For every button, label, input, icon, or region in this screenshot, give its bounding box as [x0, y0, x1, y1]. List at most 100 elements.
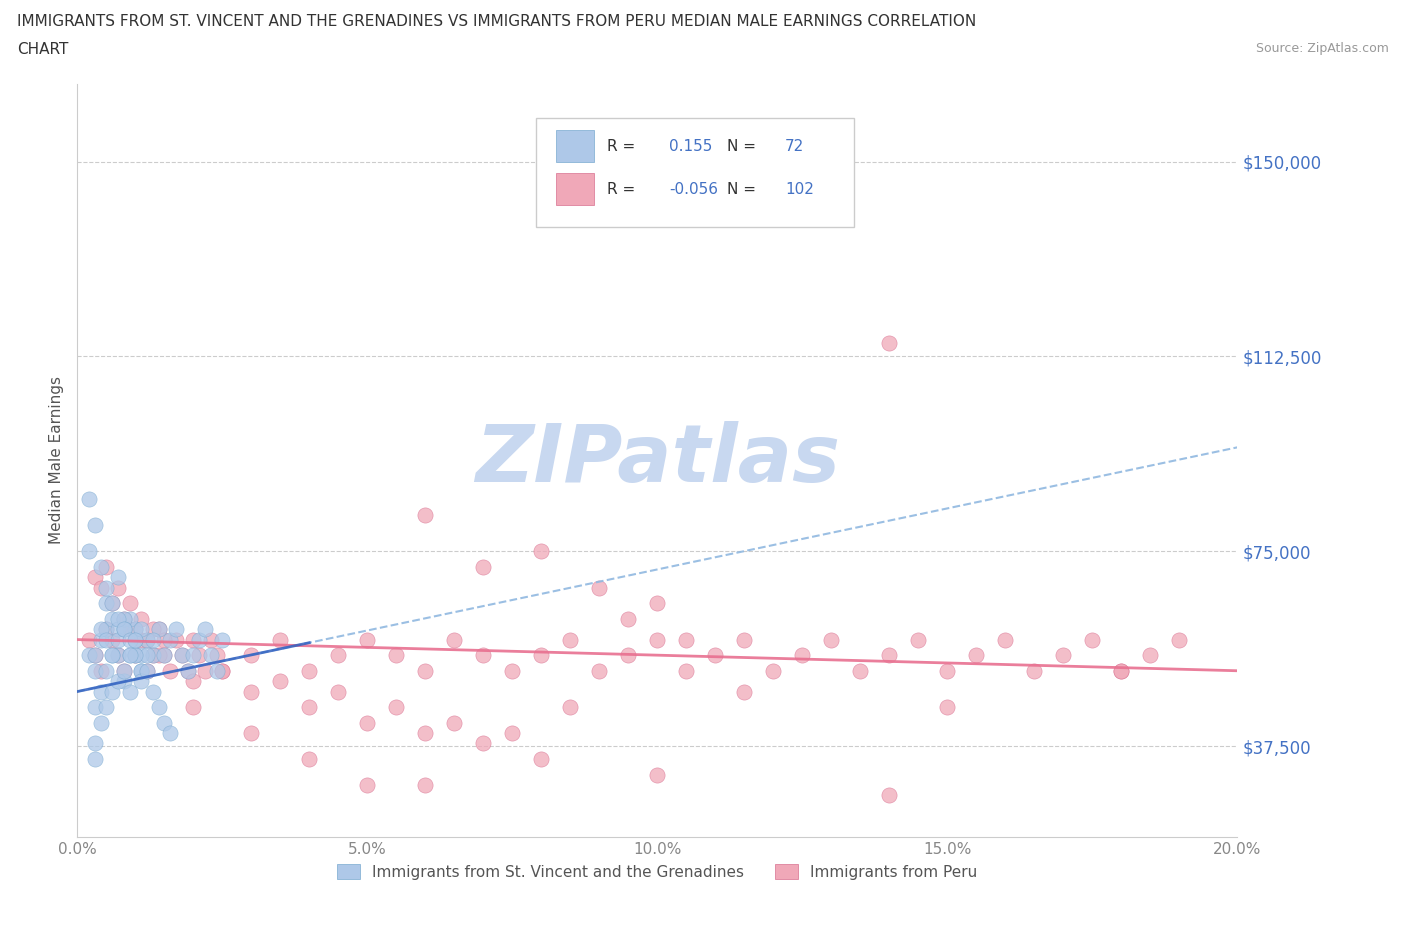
Point	[560, 632, 582, 647]
Point	[124, 622, 146, 637]
Point	[124, 647, 146, 662]
Point	[112, 622, 135, 637]
Point	[148, 699, 170, 714]
Point	[83, 518, 105, 533]
Point	[1111, 663, 1133, 678]
Point	[560, 699, 582, 714]
Point	[153, 632, 176, 647]
Point	[107, 647, 129, 662]
Point	[176, 663, 198, 678]
FancyBboxPatch shape	[536, 117, 855, 227]
Point	[83, 699, 105, 714]
Point	[112, 611, 135, 626]
Point	[530, 751, 553, 766]
Text: R =: R =	[607, 139, 636, 153]
Point	[90, 663, 111, 678]
Point	[77, 544, 100, 559]
Point	[159, 725, 181, 740]
Point	[356, 715, 378, 730]
Point	[269, 673, 291, 688]
Point	[356, 777, 378, 792]
Point	[159, 632, 181, 647]
Point	[165, 622, 187, 637]
Point	[118, 684, 141, 699]
Point	[118, 647, 141, 662]
Point	[129, 622, 152, 637]
Bar	[557, 173, 593, 205]
Point	[159, 663, 181, 678]
Point	[472, 560, 495, 575]
Point	[907, 632, 929, 647]
Point	[704, 647, 727, 662]
Point	[472, 736, 495, 751]
Point	[96, 580, 118, 595]
Point	[129, 673, 152, 688]
Point	[530, 544, 553, 559]
Point	[205, 663, 228, 678]
Text: 102: 102	[785, 181, 814, 196]
Point	[96, 663, 118, 678]
Point	[194, 622, 217, 637]
Point	[129, 611, 152, 626]
Point	[183, 673, 205, 688]
Point	[176, 663, 198, 678]
Point	[83, 736, 105, 751]
Point	[90, 684, 111, 699]
Point	[124, 622, 146, 637]
Point	[83, 751, 105, 766]
Text: CHART: CHART	[17, 42, 69, 57]
Point	[142, 632, 165, 647]
Point	[240, 684, 263, 699]
Point	[298, 751, 321, 766]
Point	[792, 647, 814, 662]
Point	[647, 767, 669, 782]
Point	[965, 647, 987, 662]
Text: R =: R =	[607, 181, 636, 196]
Point	[77, 492, 100, 507]
Point	[101, 632, 124, 647]
Point	[328, 647, 350, 662]
Point	[153, 647, 176, 662]
Point	[107, 611, 129, 626]
Point	[112, 622, 135, 637]
Point	[118, 596, 141, 611]
Point	[77, 632, 100, 647]
Point	[136, 663, 159, 678]
Point	[96, 560, 118, 575]
Point	[136, 663, 159, 678]
Point	[101, 647, 124, 662]
Point	[617, 611, 640, 626]
Point	[328, 684, 350, 699]
Point	[877, 647, 901, 662]
Y-axis label: Median Male Earnings: Median Male Earnings	[49, 377, 65, 544]
Point	[647, 632, 669, 647]
Point	[148, 622, 170, 637]
Point	[136, 632, 159, 647]
Point	[107, 647, 129, 662]
Point	[205, 647, 228, 662]
Point	[994, 632, 1017, 647]
Point	[762, 663, 785, 678]
Point	[129, 632, 152, 647]
Point	[530, 647, 553, 662]
Point	[112, 673, 135, 688]
Point	[733, 684, 755, 699]
Point	[129, 663, 152, 678]
Point	[413, 725, 436, 740]
Bar	[557, 130, 593, 162]
Point	[148, 622, 170, 637]
Point	[675, 663, 697, 678]
Point	[107, 632, 129, 647]
Point	[647, 596, 669, 611]
Point	[183, 647, 205, 662]
Point	[124, 647, 146, 662]
Point	[501, 725, 523, 740]
Point	[385, 699, 408, 714]
Point	[96, 699, 118, 714]
Point	[129, 647, 152, 662]
Point	[298, 663, 321, 678]
Point	[124, 647, 146, 662]
Point	[107, 580, 129, 595]
Point	[588, 663, 610, 678]
Point	[183, 632, 205, 647]
